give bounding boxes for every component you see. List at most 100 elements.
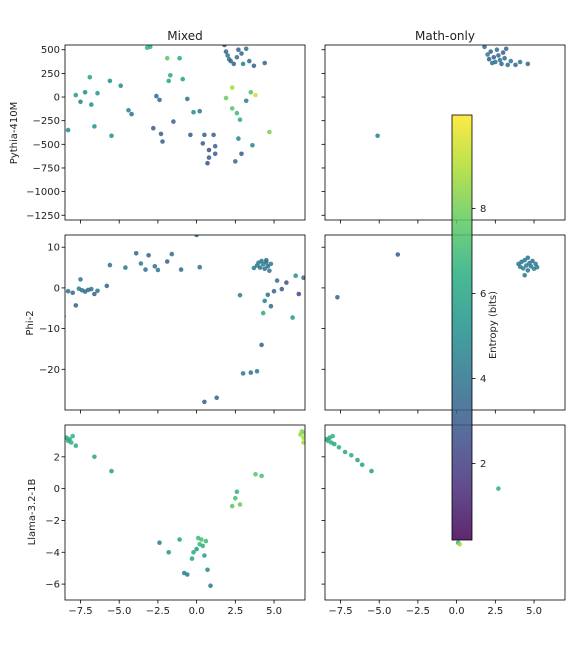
data-point: [206, 147, 212, 153]
data-point: [486, 56, 492, 62]
data-point: [107, 262, 113, 268]
data-point: [342, 449, 348, 455]
data-point: [168, 73, 173, 78]
data-point: [200, 543, 206, 549]
data-point: [457, 542, 463, 547]
data-point: [202, 399, 207, 405]
data-point: [335, 295, 340, 300]
axes-frame: [324, 234, 566, 411]
data-point: [166, 550, 171, 555]
colorbar: 2 4 6 8 Entropy (bits): [451, 114, 499, 541]
data-point: [522, 257, 527, 263]
data-point: [160, 139, 165, 144]
data-point: [250, 143, 255, 148]
data-point: [164, 259, 170, 264]
points-group: [335, 252, 540, 300]
data-point: [157, 540, 162, 545]
data-point: [525, 255, 531, 261]
data-point: [293, 273, 299, 279]
data-point: [155, 267, 161, 273]
data-point: [70, 433, 75, 439]
y-tick-label: −6: [45, 580, 60, 591]
data-point: [185, 96, 190, 102]
data-point: [494, 47, 500, 52]
data-point: [158, 131, 164, 137]
data-point: [229, 85, 235, 90]
data-point: [118, 83, 123, 88]
axes-frame: [324, 44, 566, 221]
y-tick-label: −250: [33, 116, 60, 127]
data-point: [375, 133, 380, 139]
y-tick-label: −10: [39, 324, 60, 335]
data-point: [243, 98, 249, 104]
data-point: [92, 291, 97, 297]
y-tick-label: −1000: [26, 187, 60, 198]
y-tick-label: −20: [39, 365, 60, 376]
data-point: [493, 59, 498, 65]
data-point: [251, 63, 257, 69]
data-point: [126, 108, 131, 113]
y-tick-label: −2: [45, 516, 60, 527]
data-point: [178, 267, 184, 272]
column-title-mixed: Mixed: [167, 29, 202, 43]
data-point: [496, 486, 501, 491]
data-point: [525, 268, 531, 273]
points-group: [375, 45, 531, 139]
data-point: [87, 74, 93, 80]
data-point: [234, 489, 240, 495]
data-point: [301, 435, 305, 440]
data-point: [500, 50, 506, 55]
data-point: [395, 252, 401, 257]
data-point: [259, 473, 264, 479]
data-point: [194, 235, 199, 238]
data-point: [251, 265, 257, 271]
y-tick-label: 10: [47, 243, 60, 254]
data-point: [239, 151, 244, 157]
colorbar-tick-label: 2: [480, 459, 486, 470]
data-point: [166, 78, 171, 84]
data-point: [260, 310, 266, 316]
data-point: [257, 265, 263, 270]
x-tick-label: −7.5: [68, 606, 92, 617]
data-point: [369, 468, 374, 474]
data-point: [508, 58, 514, 64]
data-point: [228, 58, 233, 64]
data-point: [65, 127, 71, 133]
data-point: [205, 160, 210, 166]
data-point: [185, 572, 190, 577]
data-point: [359, 462, 365, 468]
data-point: [123, 265, 128, 270]
y-tick-label: 0: [54, 283, 60, 294]
data-point: [271, 288, 277, 294]
data-point: [237, 117, 243, 122]
y-tick-label: 250: [41, 69, 60, 80]
data-point: [95, 288, 100, 294]
axes-frame: [324, 424, 566, 601]
data-point: [107, 78, 113, 84]
data-point: [239, 51, 244, 56]
data-point: [68, 440, 74, 445]
data-point: [169, 251, 175, 257]
data-point: [268, 303, 274, 309]
panel-phi-2-math-only: [321, 234, 566, 414]
axes-frame: [64, 44, 306, 221]
axes-frame: [64, 234, 306, 411]
data-point: [214, 395, 219, 401]
points-group: [325, 433, 501, 547]
data-point: [274, 278, 280, 283]
data-point: [240, 61, 246, 67]
data-point: [225, 53, 230, 58]
data-point: [247, 58, 252, 64]
data-point: [267, 129, 272, 135]
y-tick-label: 0: [54, 484, 60, 495]
data-point: [264, 257, 269, 263]
data-point: [95, 90, 100, 96]
data-point: [92, 454, 97, 460]
y-tick-label: 2: [54, 452, 60, 463]
data-point: [268, 261, 274, 267]
data-point: [73, 92, 79, 98]
x-tick-label: −7.5: [328, 606, 352, 617]
data-point: [143, 267, 148, 272]
y-tick-label: −1250: [26, 211, 60, 222]
